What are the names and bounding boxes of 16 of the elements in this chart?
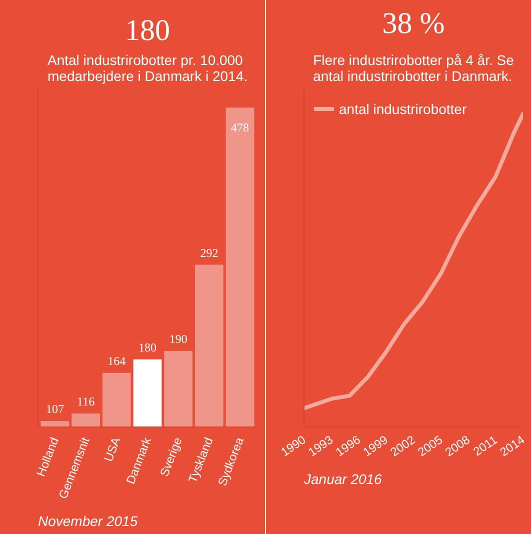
x-tick-label: 2011 bbox=[470, 432, 500, 459]
chart-title: 38 % bbox=[382, 7, 445, 40]
chart-title: 180 bbox=[125, 14, 170, 47]
data-label: 190 bbox=[169, 332, 188, 346]
data-label: 180 bbox=[138, 340, 156, 354]
x-tick-label: USA bbox=[101, 435, 124, 464]
data-label: 116 bbox=[77, 394, 95, 408]
chart-subtitle: Flere industrirobotter på 4 år. Se antal industrirobotter i Danmark. bbox=[313, 52, 514, 84]
data-label: 107 bbox=[46, 402, 64, 416]
data-label: 478 bbox=[231, 120, 250, 135]
text: November 2015 bbox=[38, 513, 138, 529]
chart-subtitle: Antal industrirobotter pr. 10.000 medarbejdere i Danmark i 2014. bbox=[48, 52, 248, 84]
data-label: 292 bbox=[200, 246, 218, 260]
data-label: 164 bbox=[108, 354, 126, 368]
text: Januar 2016 bbox=[303, 471, 382, 487]
legend-label: antal industrirobotter bbox=[339, 101, 467, 117]
